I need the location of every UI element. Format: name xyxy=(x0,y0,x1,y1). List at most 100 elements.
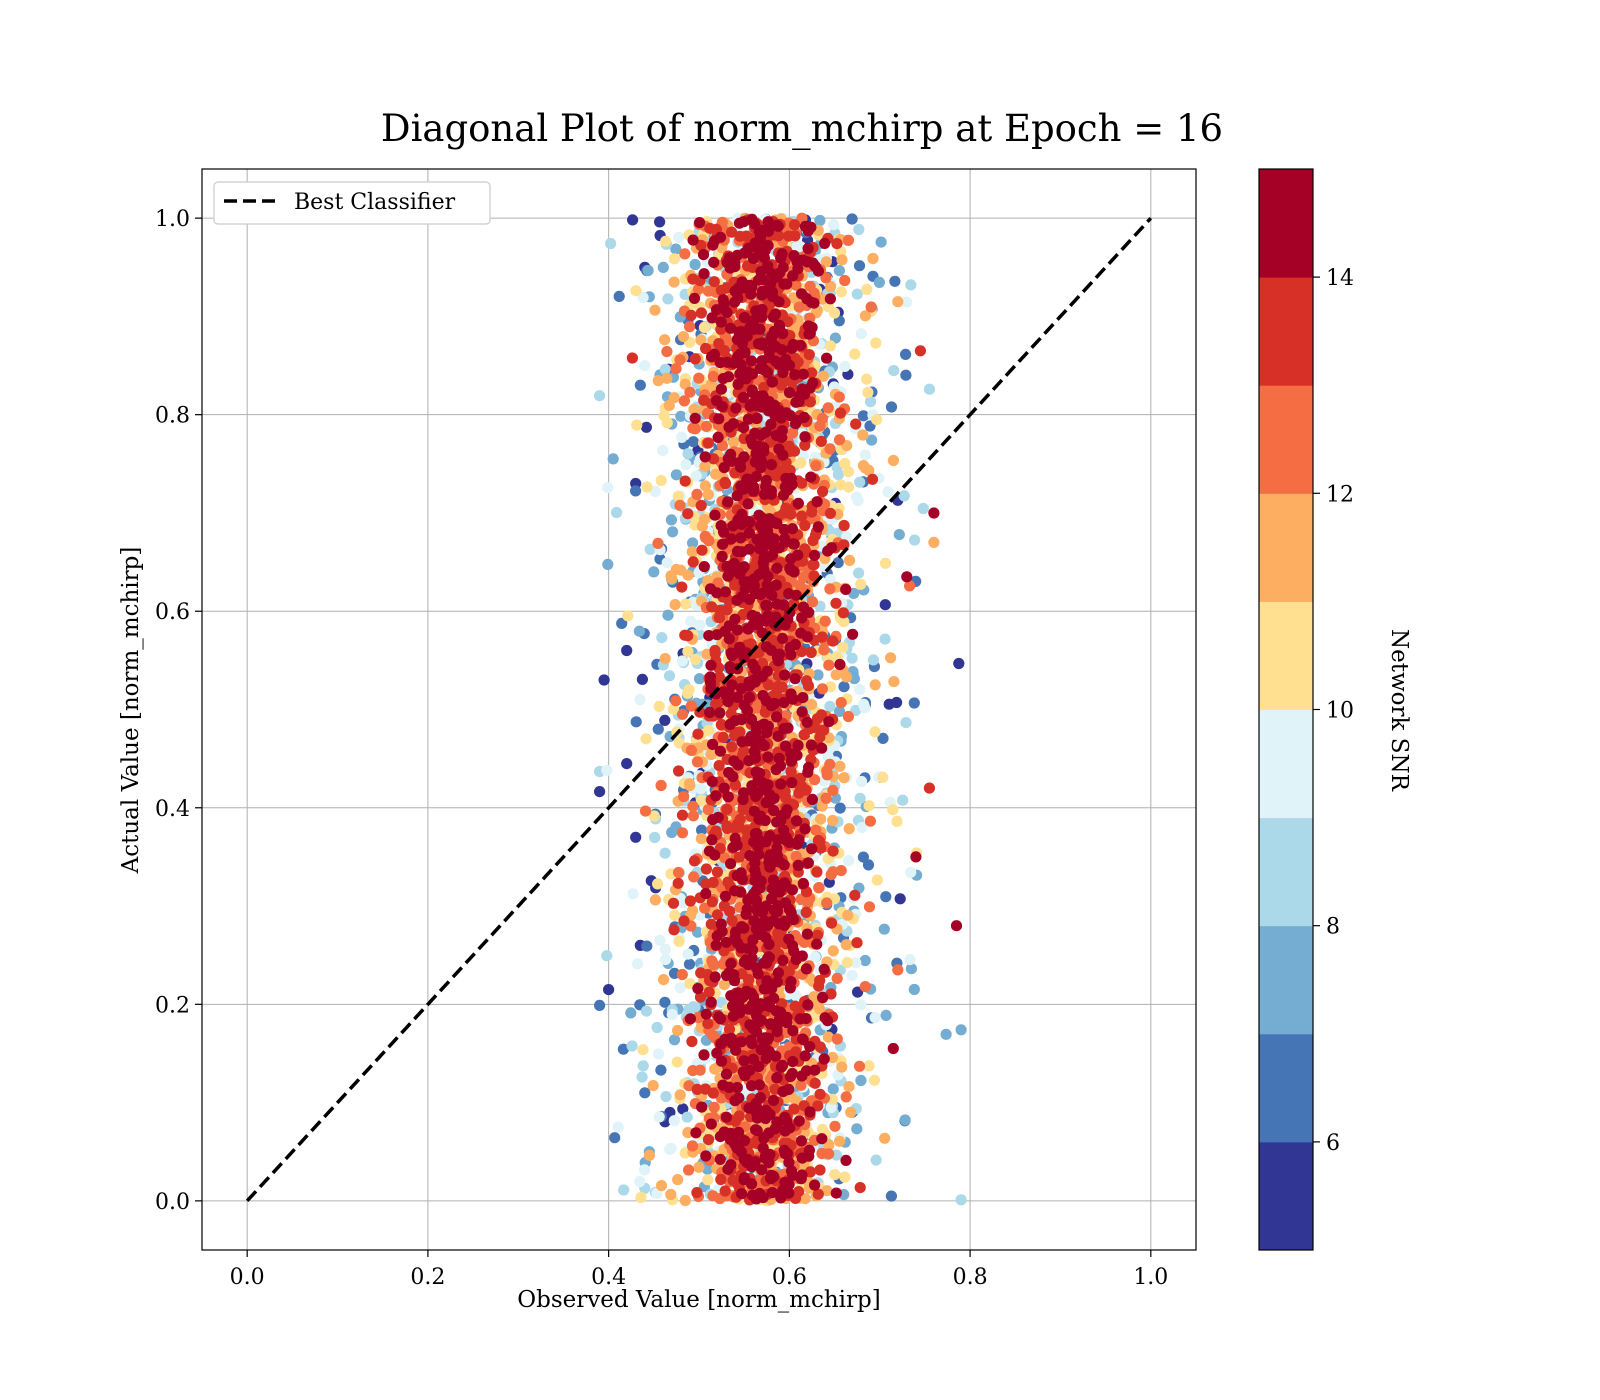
scatter-point xyxy=(749,733,761,745)
scatter-point xyxy=(797,368,809,380)
scatter-point xyxy=(713,760,725,772)
scatter-point xyxy=(745,433,757,445)
scatter-point xyxy=(661,346,673,358)
scatter-point xyxy=(955,1194,967,1206)
scatter-point xyxy=(692,283,705,295)
scatter-point xyxy=(879,1132,891,1144)
scatter-point xyxy=(648,810,660,822)
scatter-point xyxy=(779,1125,791,1137)
scatter-point xyxy=(823,716,835,728)
scatter-point xyxy=(707,1029,719,1041)
scatter-point xyxy=(684,895,697,907)
scatter-point xyxy=(670,363,682,375)
scatter-point xyxy=(790,990,802,1002)
scatter-point xyxy=(672,490,684,502)
scatter-point xyxy=(850,418,862,430)
scatter-point xyxy=(685,615,697,627)
scatter-point xyxy=(863,800,875,812)
scatter-point xyxy=(713,671,725,683)
scatter-point xyxy=(637,1060,649,1072)
scatter-point xyxy=(772,655,784,667)
scatter-point xyxy=(716,925,728,938)
scatter-point xyxy=(682,569,694,581)
scatter-point xyxy=(655,1064,667,1076)
scatter-point xyxy=(810,261,822,273)
scatter-point xyxy=(700,420,713,432)
scatter-point xyxy=(655,779,667,792)
scatter-point xyxy=(703,986,715,998)
scatter-point xyxy=(834,658,846,671)
scatter-point xyxy=(714,745,727,757)
scatter-point xyxy=(850,957,862,969)
scatter-point xyxy=(788,250,800,262)
scatter-point xyxy=(626,1040,638,1052)
scatter-point xyxy=(897,794,909,806)
scatter-point xyxy=(652,878,664,890)
scatter-point xyxy=(715,1055,728,1067)
scatter-point xyxy=(634,1175,646,1188)
scatter-point xyxy=(633,625,646,637)
scatter-point xyxy=(689,353,701,365)
scatter-point xyxy=(795,1079,807,1091)
scatter-point xyxy=(833,265,846,277)
scatter-point xyxy=(691,488,703,500)
scatter-point xyxy=(702,1174,714,1186)
scatter-point xyxy=(725,322,737,334)
scatter-point xyxy=(677,331,690,343)
scatter-point xyxy=(756,289,768,301)
scatter-point xyxy=(757,1142,769,1154)
scatter-point xyxy=(611,506,623,519)
scatter-point xyxy=(640,733,652,745)
scatter-point xyxy=(877,732,889,745)
scatter-point xyxy=(729,613,741,625)
scatter-point xyxy=(696,824,708,836)
scatter-point xyxy=(880,1009,892,1022)
scatter-point xyxy=(667,897,680,909)
scatter-point xyxy=(717,294,729,306)
scatter-point xyxy=(775,1192,787,1204)
scatter-point xyxy=(770,1005,782,1017)
scatter-point xyxy=(655,474,667,487)
scatter-point xyxy=(855,999,867,1011)
scatter-point xyxy=(676,655,688,667)
scatter-point xyxy=(715,1173,727,1186)
scatter-point xyxy=(940,1028,952,1040)
scatter-point xyxy=(687,436,700,448)
scatter-point xyxy=(788,219,801,231)
scatter-point xyxy=(699,902,711,914)
scatter-point xyxy=(752,338,765,350)
scatter-point xyxy=(808,991,820,1003)
scatter-point xyxy=(721,822,733,835)
scatter-point xyxy=(727,436,740,448)
scatter-point xyxy=(696,544,708,556)
scatter-point xyxy=(840,1154,852,1166)
scatter-point xyxy=(800,963,813,975)
scatter-point xyxy=(821,897,833,909)
scatter-point xyxy=(626,352,639,364)
scatter-point xyxy=(649,894,662,906)
scatter-point xyxy=(766,330,779,342)
scatter-point xyxy=(649,831,661,844)
scatter-point xyxy=(663,399,675,411)
scatter-point xyxy=(627,888,639,900)
scatter-point xyxy=(834,802,846,814)
scatter-point xyxy=(791,952,803,964)
scatter-point xyxy=(665,1188,677,1201)
scatter-point xyxy=(859,981,871,993)
scatter-point xyxy=(737,391,750,404)
scatter-point xyxy=(715,718,728,731)
scatter-point xyxy=(630,285,642,297)
scatter-point xyxy=(795,1135,808,1147)
scatter-point xyxy=(835,479,847,491)
scatter-point xyxy=(719,1185,731,1197)
scatter-point xyxy=(659,996,671,1008)
scatter-point xyxy=(811,866,823,878)
scatter-point xyxy=(709,509,721,521)
scatter-point xyxy=(804,1106,816,1118)
scatter-point xyxy=(839,360,851,372)
scatter-point xyxy=(864,396,877,408)
scatter-point xyxy=(804,1166,817,1178)
scatter-point xyxy=(787,427,799,439)
scatter-point xyxy=(867,252,879,265)
scatter-point xyxy=(704,222,716,234)
